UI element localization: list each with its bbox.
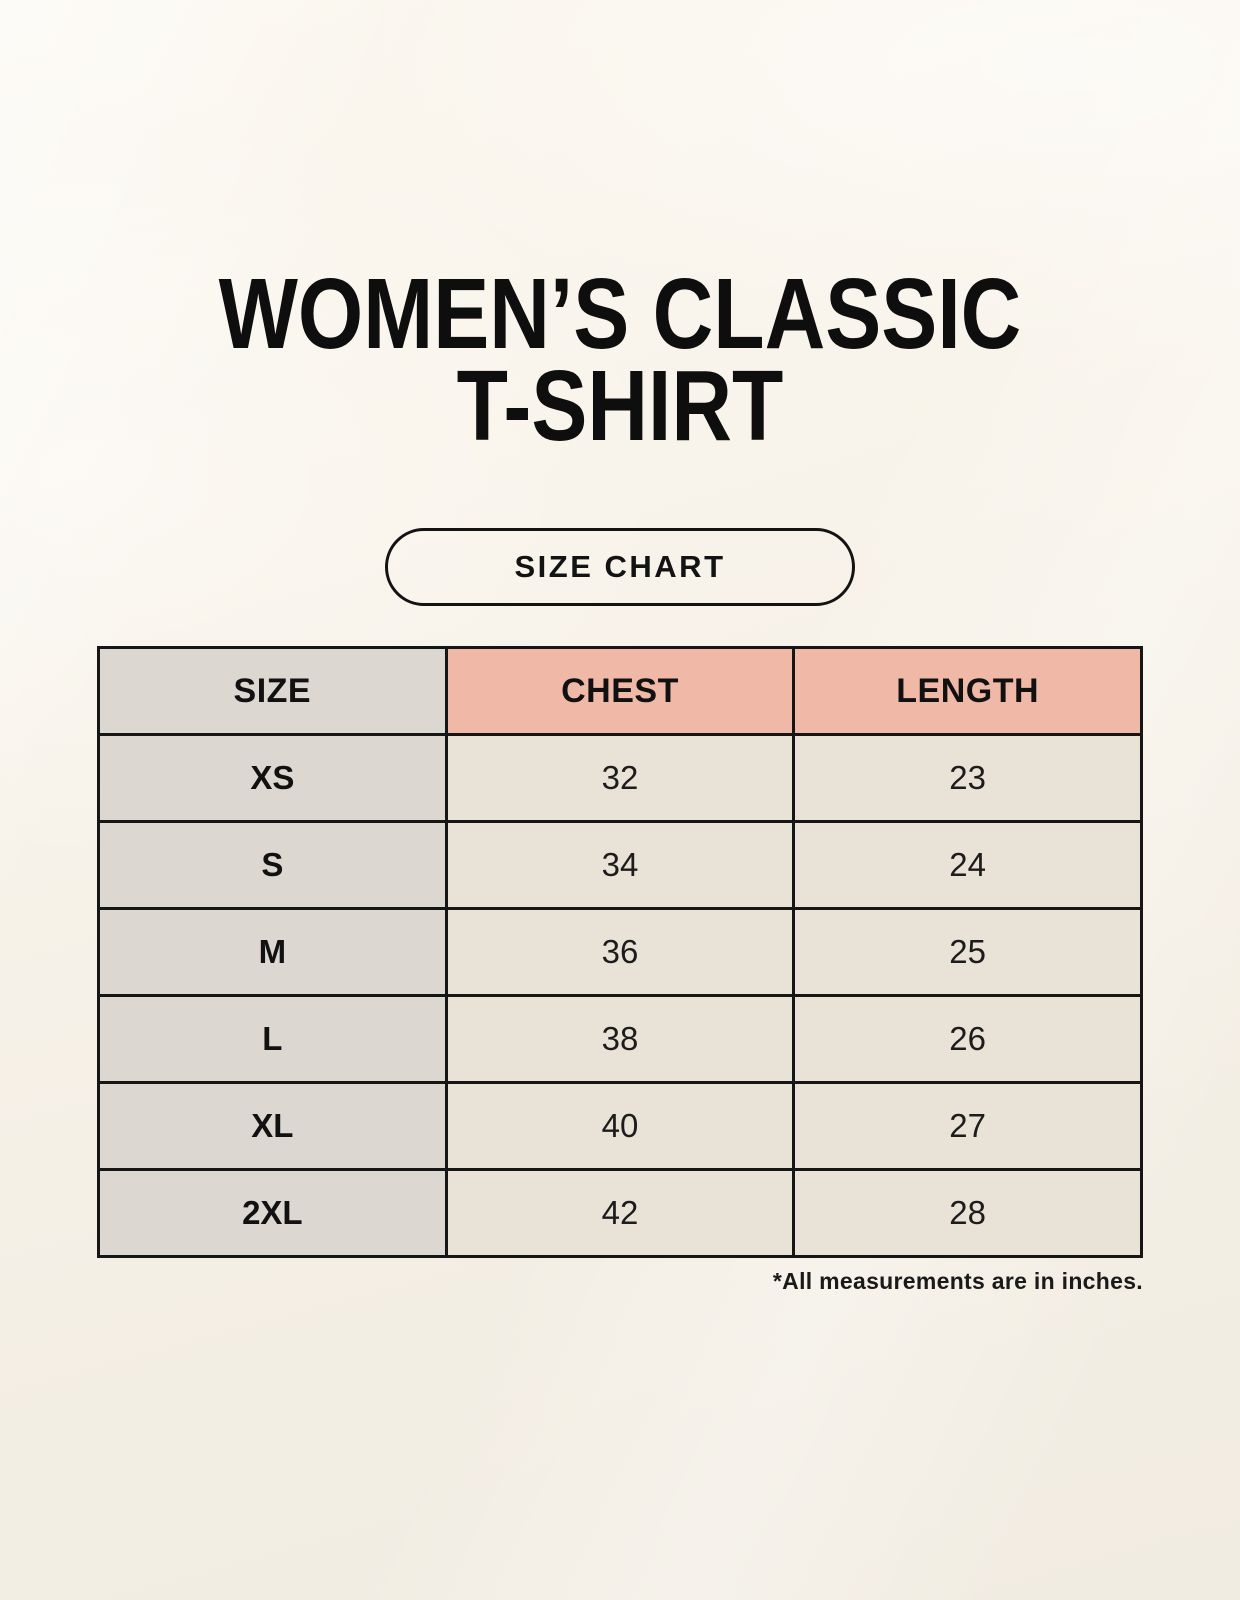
size-cell: L — [97, 994, 448, 1084]
size-cell: XS — [97, 733, 448, 823]
measurements-footnote: *All measurements are in inches. — [772, 1268, 1143, 1294]
length-cell: 23 — [792, 733, 1143, 823]
length-cell: 24 — [792, 820, 1143, 910]
chest-cell: 40 — [444, 1081, 796, 1171]
title-line-1: WOMEN’S CLASSIC — [218, 258, 1022, 370]
size-chart-page: WOMEN’S CLASSIC T-SHIRT SIZE CHART SIZE … — [0, 0, 1240, 1294]
length-cell: 25 — [792, 907, 1143, 997]
size-table: SIZE CHEST LENGTH XS 32 23 S 34 24 M 36 … — [97, 646, 1143, 1258]
table-row: XL 40 27 — [97, 1081, 1143, 1171]
header-cell-chest: CHEST — [444, 646, 796, 736]
size-cell: M — [97, 907, 448, 997]
chest-cell: 38 — [444, 994, 796, 1084]
chest-cell: 34 — [444, 820, 796, 910]
chest-cell: 36 — [444, 907, 796, 997]
size-cell: S — [97, 820, 448, 910]
table-header-row: SIZE CHEST LENGTH — [97, 646, 1143, 736]
size-cell: XL — [97, 1081, 448, 1171]
table-row: S 34 24 — [97, 820, 1143, 910]
header-cell-size: SIZE — [97, 646, 448, 736]
table-row: M 36 25 — [97, 907, 1143, 997]
size-cell: 2XL — [97, 1168, 448, 1258]
size-chart-button-wrap: SIZE CHART — [0, 528, 1240, 606]
chest-cell: 42 — [444, 1168, 796, 1258]
length-cell: 27 — [792, 1081, 1143, 1171]
header-cell-length: LENGTH — [792, 646, 1143, 736]
chest-cell: 32 — [444, 733, 796, 823]
size-chart-button[interactable]: SIZE CHART — [385, 528, 855, 606]
table-row: L 38 26 — [97, 994, 1143, 1084]
page-title: WOMEN’S CLASSIC T-SHIRT — [0, 0, 1240, 462]
table-row: XS 32 23 — [97, 733, 1143, 823]
table-row: 2XL 42 28 — [97, 1168, 1143, 1258]
title-line-2: T-SHIRT — [456, 350, 784, 462]
length-cell: 28 — [792, 1168, 1143, 1258]
length-cell: 26 — [792, 994, 1143, 1084]
